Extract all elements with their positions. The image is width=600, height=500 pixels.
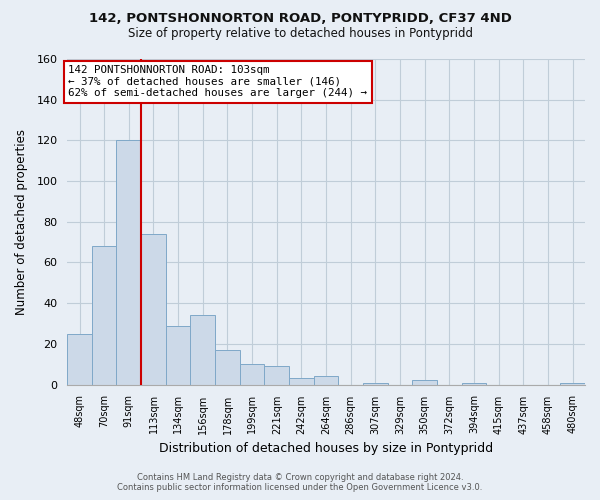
Bar xyxy=(363,382,388,384)
Bar xyxy=(67,334,92,384)
Bar xyxy=(141,234,166,384)
Bar xyxy=(412,380,437,384)
Bar xyxy=(92,246,116,384)
Bar xyxy=(116,140,141,384)
Bar xyxy=(190,316,215,384)
Text: 142, PONTSHONNORTON ROAD, PONTYPRIDD, CF37 4ND: 142, PONTSHONNORTON ROAD, PONTYPRIDD, CF… xyxy=(89,12,511,26)
Bar xyxy=(215,350,240,384)
Text: Contains HM Land Registry data © Crown copyright and database right 2024.
Contai: Contains HM Land Registry data © Crown c… xyxy=(118,473,482,492)
Bar xyxy=(462,382,487,384)
Bar xyxy=(166,326,190,384)
Bar xyxy=(314,376,338,384)
Text: Size of property relative to detached houses in Pontypridd: Size of property relative to detached ho… xyxy=(128,28,473,40)
Bar xyxy=(560,382,585,384)
Text: 142 PONTSHONNORTON ROAD: 103sqm
← 37% of detached houses are smaller (146)
62% o: 142 PONTSHONNORTON ROAD: 103sqm ← 37% of… xyxy=(68,65,367,98)
Y-axis label: Number of detached properties: Number of detached properties xyxy=(15,129,28,315)
X-axis label: Distribution of detached houses by size in Pontypridd: Distribution of detached houses by size … xyxy=(159,442,493,455)
Bar xyxy=(289,378,314,384)
Bar xyxy=(240,364,265,384)
Bar xyxy=(265,366,289,384)
